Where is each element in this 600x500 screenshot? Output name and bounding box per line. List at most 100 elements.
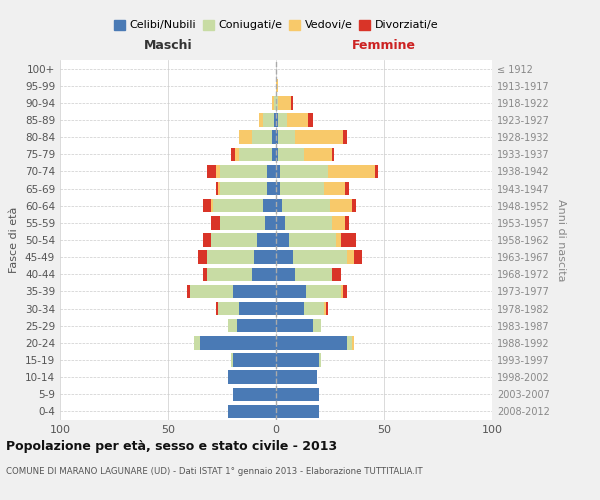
Bar bbox=[272, 148, 276, 161]
Bar bbox=[352, 336, 354, 349]
Bar bbox=[268, 164, 276, 178]
Bar bbox=[229, 404, 276, 418]
Bar bbox=[276, 234, 289, 246]
Bar bbox=[263, 199, 276, 212]
Bar bbox=[239, 148, 272, 161]
Bar bbox=[200, 336, 276, 349]
Bar bbox=[323, 182, 345, 196]
Bar bbox=[215, 302, 218, 316]
Bar bbox=[218, 302, 239, 316]
Y-axis label: Anni di nascita: Anni di nascita bbox=[556, 198, 566, 281]
Bar bbox=[341, 234, 356, 246]
Bar bbox=[274, 96, 276, 110]
Bar bbox=[207, 268, 252, 281]
Bar bbox=[280, 182, 323, 196]
Bar bbox=[211, 216, 220, 230]
Bar bbox=[239, 302, 276, 316]
Bar bbox=[343, 284, 347, 298]
Bar bbox=[211, 199, 214, 212]
Bar bbox=[276, 250, 293, 264]
Bar bbox=[237, 319, 276, 332]
Legend: Celibi/Nubili, Coniugati/e, Vedovi/e, Divorziati/e: Celibi/Nubili, Coniugati/e, Vedovi/e, Di… bbox=[109, 15, 443, 35]
Bar bbox=[330, 199, 352, 212]
Y-axis label: Fasce di età: Fasce di età bbox=[10, 207, 19, 273]
Bar bbox=[304, 302, 323, 316]
Bar bbox=[345, 182, 349, 196]
Bar bbox=[229, 370, 276, 384]
Bar bbox=[276, 284, 306, 298]
Bar bbox=[337, 234, 341, 246]
Bar bbox=[278, 148, 304, 161]
Bar bbox=[203, 234, 211, 246]
Bar bbox=[276, 336, 347, 349]
Bar bbox=[230, 354, 233, 366]
Bar bbox=[274, 114, 276, 126]
Bar bbox=[276, 164, 280, 178]
Bar bbox=[354, 250, 362, 264]
Bar bbox=[272, 96, 274, 110]
Bar bbox=[187, 284, 190, 298]
Bar bbox=[218, 182, 220, 196]
Bar bbox=[291, 96, 293, 110]
Text: COMUNE DI MARANO LAGUNARE (UD) - Dati ISTAT 1° gennaio 2013 - Elaborazione TUTTI: COMUNE DI MARANO LAGUNARE (UD) - Dati IS… bbox=[6, 468, 422, 476]
Bar bbox=[252, 130, 272, 144]
Bar bbox=[207, 164, 215, 178]
Bar bbox=[215, 164, 220, 178]
Bar bbox=[220, 164, 268, 178]
Bar bbox=[345, 216, 349, 230]
Bar bbox=[376, 164, 377, 178]
Bar bbox=[276, 388, 319, 401]
Bar bbox=[252, 268, 276, 281]
Bar bbox=[265, 216, 276, 230]
Bar bbox=[276, 268, 295, 281]
Bar bbox=[323, 302, 326, 316]
Bar bbox=[257, 234, 276, 246]
Bar bbox=[259, 114, 263, 126]
Bar bbox=[276, 130, 278, 144]
Bar bbox=[230, 148, 235, 161]
Bar bbox=[198, 250, 207, 264]
Bar bbox=[203, 268, 207, 281]
Bar bbox=[295, 130, 343, 144]
Bar bbox=[283, 199, 330, 212]
Bar bbox=[352, 199, 356, 212]
Bar bbox=[306, 284, 341, 298]
Bar bbox=[276, 182, 280, 196]
Bar bbox=[293, 250, 347, 264]
Bar bbox=[276, 148, 278, 161]
Text: Femmine: Femmine bbox=[352, 40, 416, 52]
Bar bbox=[239, 130, 252, 144]
Bar bbox=[332, 216, 345, 230]
Bar bbox=[268, 182, 276, 196]
Bar bbox=[280, 164, 328, 178]
Bar bbox=[347, 336, 352, 349]
Bar bbox=[276, 302, 304, 316]
Bar bbox=[326, 302, 328, 316]
Text: Maschi: Maschi bbox=[143, 40, 193, 52]
Bar bbox=[276, 404, 319, 418]
Bar bbox=[233, 284, 276, 298]
Bar bbox=[276, 199, 283, 212]
Bar bbox=[276, 114, 278, 126]
Bar bbox=[276, 216, 284, 230]
Bar bbox=[220, 216, 265, 230]
Bar bbox=[319, 354, 322, 366]
Bar bbox=[276, 354, 319, 366]
Bar bbox=[332, 268, 341, 281]
Bar bbox=[190, 284, 233, 298]
Bar bbox=[284, 216, 332, 230]
Bar bbox=[215, 182, 218, 196]
Bar bbox=[233, 388, 276, 401]
Bar bbox=[276, 79, 278, 92]
Bar bbox=[229, 319, 237, 332]
Bar bbox=[343, 130, 347, 144]
Bar bbox=[278, 96, 291, 110]
Bar bbox=[233, 354, 276, 366]
Bar bbox=[207, 250, 254, 264]
Bar bbox=[276, 370, 317, 384]
Bar bbox=[214, 199, 263, 212]
Bar bbox=[254, 250, 276, 264]
Bar bbox=[347, 250, 354, 264]
Bar bbox=[308, 114, 313, 126]
Bar bbox=[278, 114, 287, 126]
